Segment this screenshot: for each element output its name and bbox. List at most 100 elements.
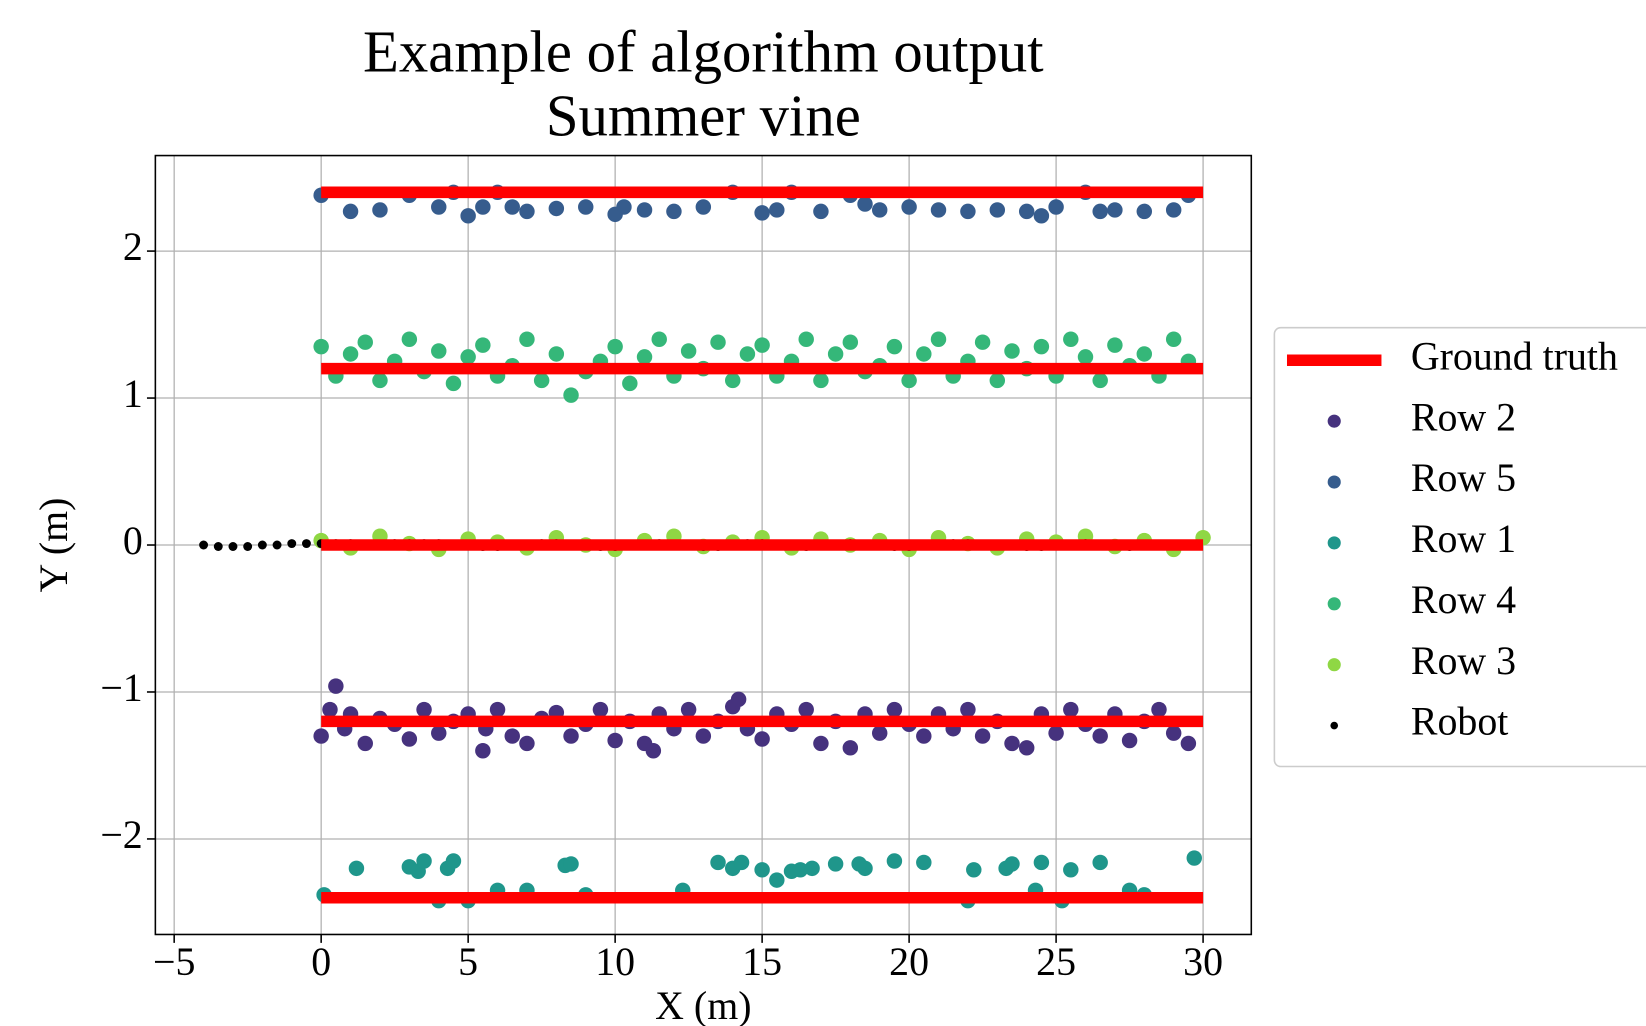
legend-marker: [1327, 536, 1341, 550]
point: [666, 203, 682, 220]
point: [357, 334, 373, 350]
point: [460, 208, 476, 224]
point: [616, 199, 632, 215]
point: [1048, 725, 1064, 741]
y-axis-label: Y (m): [31, 498, 76, 593]
point: [695, 199, 712, 215]
point: [916, 728, 932, 744]
plot-area: [155, 155, 1252, 935]
point: [792, 862, 809, 878]
point: [710, 854, 726, 871]
point: [930, 202, 947, 218]
point: [348, 860, 365, 877]
point: [813, 203, 829, 220]
legend-marker: [1330, 721, 1339, 730]
point: [199, 540, 209, 550]
point: [328, 678, 344, 694]
legend-marker: [1327, 658, 1341, 672]
point: [916, 854, 932, 871]
point: [989, 202, 1006, 218]
point: [287, 539, 297, 549]
point: [1121, 732, 1138, 749]
point: [1165, 202, 1182, 218]
point: [680, 343, 697, 359]
legend-marker: [1327, 597, 1341, 611]
point: [257, 540, 267, 550]
point: [272, 540, 282, 550]
point: [901, 372, 917, 389]
point: [695, 728, 712, 744]
point: [533, 372, 550, 389]
point: [1136, 203, 1153, 220]
point: [313, 338, 329, 355]
point: [1165, 331, 1182, 347]
legend-box: [1273, 326, 1646, 768]
point: [710, 334, 726, 350]
legend-marker: [1327, 475, 1341, 489]
point: [519, 331, 535, 347]
point: [519, 203, 535, 220]
point: [1004, 343, 1020, 359]
point: [563, 387, 579, 403]
point: [725, 372, 741, 389]
point: [871, 725, 888, 741]
point: [1092, 728, 1108, 744]
chart-subtitle: Summer vine: [546, 83, 861, 148]
legend-label: Row 5: [1411, 455, 1516, 500]
y-tick-label: 1: [123, 371, 143, 416]
point: [578, 199, 594, 215]
legend-label: Ground truth: [1411, 333, 1618, 378]
point: [1092, 372, 1108, 389]
point: [754, 731, 770, 747]
point: [974, 334, 991, 350]
point: [730, 691, 747, 708]
legend-label: Robot: [1411, 699, 1509, 744]
point: [1063, 701, 1079, 718]
legend: Ground truth Row 2 Row 5 Row 1 Row 4 Row 3 Rob…: [1273, 326, 1646, 768]
point: [1107, 202, 1123, 218]
point: [974, 728, 991, 744]
point: [548, 200, 565, 217]
point: [769, 202, 785, 218]
point: [842, 740, 859, 756]
point: [1018, 740, 1035, 756]
legend-label: Row 1: [1411, 516, 1516, 561]
point: [445, 853, 462, 869]
point: [460, 349, 476, 365]
point: [827, 346, 844, 362]
point: [651, 331, 667, 347]
point: [563, 856, 579, 872]
x-tick-label: 10: [595, 939, 635, 984]
point: [871, 202, 888, 218]
point: [431, 343, 447, 359]
x-tick-label: 25: [1036, 939, 1076, 984]
legend-label: Row 3: [1411, 638, 1516, 683]
point: [302, 539, 311, 549]
point: [1063, 331, 1079, 347]
point: [798, 701, 814, 718]
point: [1186, 850, 1202, 866]
point: [592, 701, 609, 718]
point: [1180, 735, 1197, 752]
point: [1092, 854, 1108, 871]
point: [243, 542, 253, 551]
y-tick-label: −1: [100, 665, 142, 710]
point: [886, 701, 903, 718]
point: [313, 728, 329, 744]
legend-marker: [1327, 414, 1341, 428]
point: [804, 860, 820, 877]
y-tick-label: −2: [100, 812, 142, 857]
legend-label: Row 2: [1411, 394, 1516, 439]
point: [1151, 701, 1167, 718]
point: [1033, 338, 1050, 355]
point: [431, 199, 447, 215]
x-tick-label: 15: [742, 939, 782, 984]
point: [754, 205, 770, 221]
point: [1033, 854, 1050, 871]
point: [989, 372, 1006, 389]
point: [1004, 735, 1020, 752]
point: [754, 337, 770, 353]
point: [827, 856, 844, 872]
point: [680, 701, 697, 718]
point: [798, 331, 814, 347]
